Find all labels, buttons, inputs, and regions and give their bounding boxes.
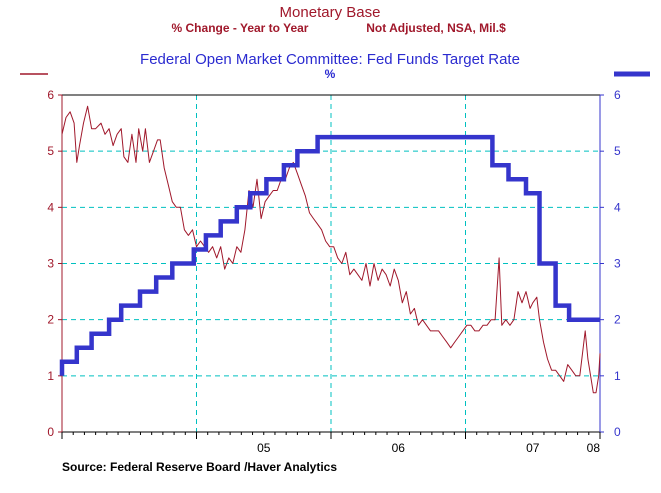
y-tick-label-right: 4 xyxy=(614,200,621,214)
y-tick-label-right: 6 xyxy=(614,88,621,102)
x-tick-label-05: 05 xyxy=(257,441,271,455)
y-tick-label-right: 0 xyxy=(614,425,621,439)
y-tick-label-right: 2 xyxy=(614,313,621,327)
x-tick-label-07: 07 xyxy=(526,441,540,455)
chart-title: Monetary Base xyxy=(280,4,381,21)
y-tick-label-right: 1 xyxy=(614,369,621,383)
chart-subtitle-2: % xyxy=(325,67,336,81)
chart-subtitle-left: % Change - Year to Year xyxy=(172,21,309,35)
y-tick-label-left: 2 xyxy=(47,313,54,327)
chart-container: Monetary Base % Change - Year to Year No… xyxy=(0,0,661,493)
y-tick-label-left: 0 xyxy=(47,425,54,439)
y-tick-label-left: 1 xyxy=(47,369,54,383)
y-tick-label-left: 5 xyxy=(47,144,54,158)
x-tick-label-06: 06 xyxy=(392,441,406,455)
chart-source: Source: Federal Reserve Board /Haver Ana… xyxy=(62,460,337,474)
chart-subtitle-right: Not Adjusted, NSA, Mil.$ xyxy=(366,21,506,35)
y-tick-label-right: 5 xyxy=(614,144,621,158)
grid-layer xyxy=(62,95,600,432)
y-tick-label-left: 4 xyxy=(47,200,54,214)
x-tick-label-08: 08 xyxy=(587,441,601,455)
plot-frame xyxy=(62,95,600,432)
y-tick-label-right: 3 xyxy=(614,257,621,271)
chart-title-2: Federal Open Market Committee: Fed Funds… xyxy=(140,51,520,68)
y-tick-label-left: 6 xyxy=(47,88,54,102)
chart-svg: Monetary Base % Change - Year to Year No… xyxy=(0,0,661,493)
y-tick-label-left: 3 xyxy=(47,257,54,271)
